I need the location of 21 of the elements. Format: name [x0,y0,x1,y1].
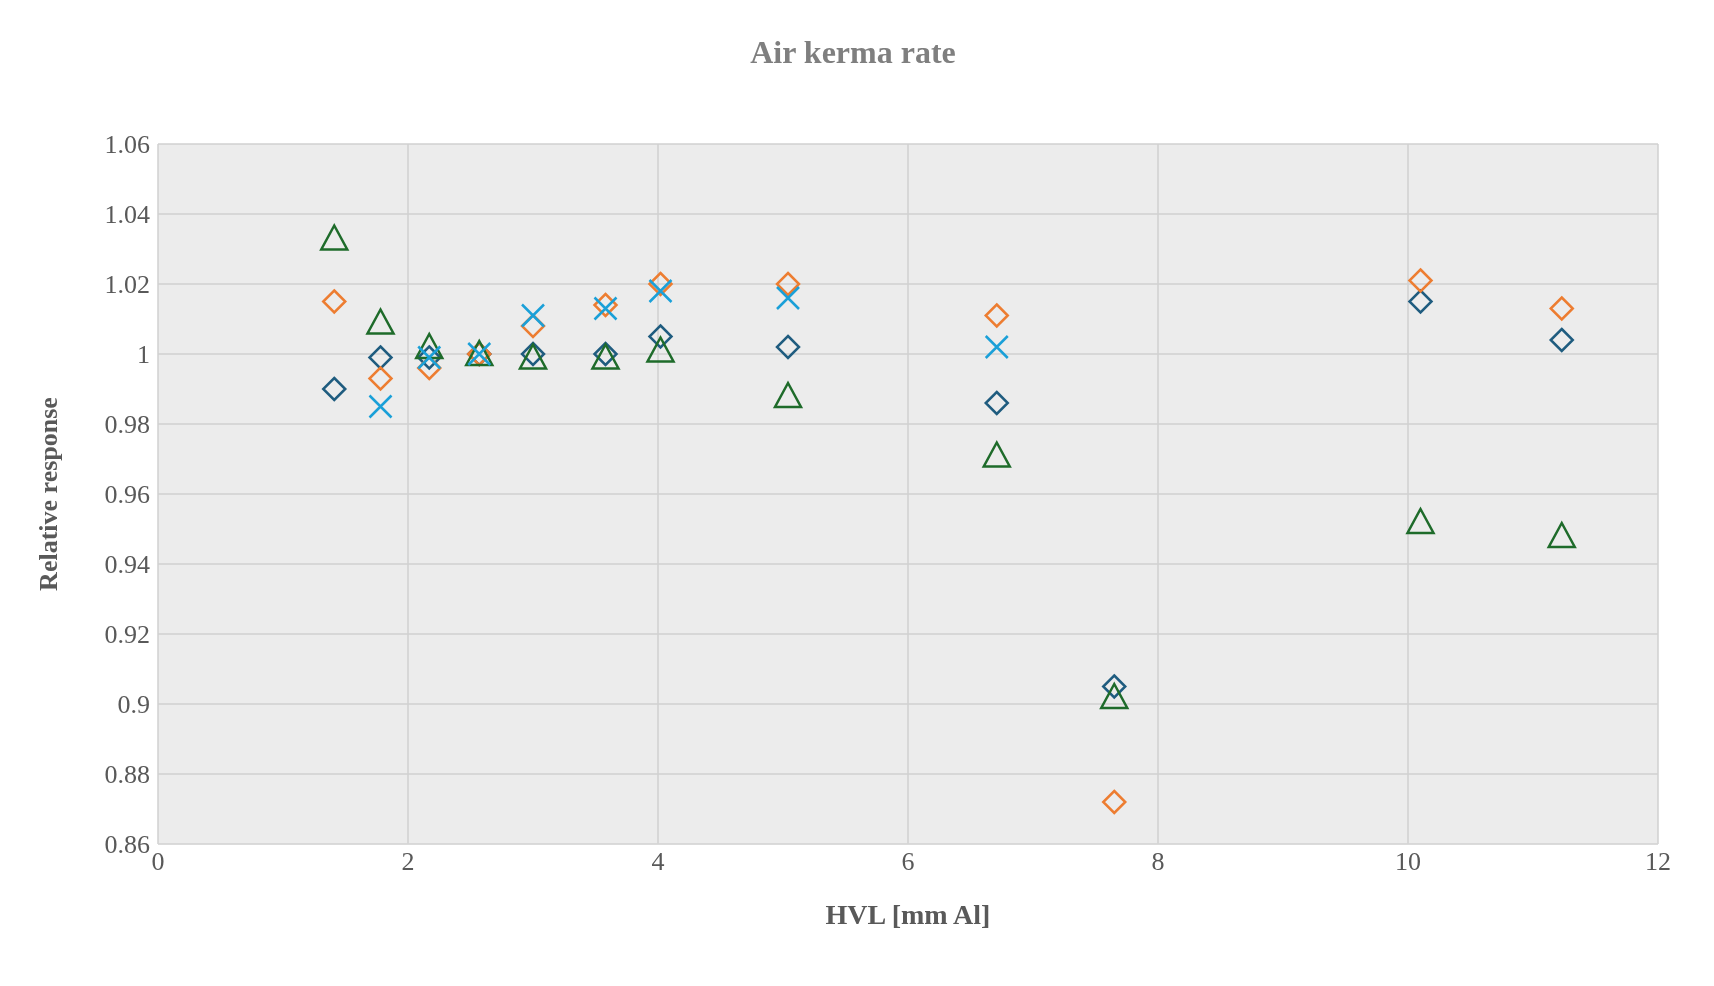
x-axis-title: HVL [mm Al] [825,899,991,930]
x-tick-label: 12 [1645,847,1671,877]
chart-title: Air kerma rate [749,33,957,72]
y-tick-label: 0.86 [104,830,150,860]
x-tick-label: 0 [151,847,165,877]
y-tick-label: 0.96 [104,480,150,510]
y-axis-title: Relative response [34,397,64,591]
x-tick-label: 2 [401,847,415,877]
x-tick-label: 6 [901,847,915,877]
y-tick-label: 0.94 [104,550,150,580]
y-tick-label: 1.04 [104,200,150,230]
x-tick-label: 8 [1151,847,1165,877]
y-tick-label: 1 [137,340,150,370]
y-tick-label: 1.02 [104,270,150,300]
x-tick-label: 10 [1395,847,1421,877]
y-tick-label: 0.92 [104,620,150,650]
y-tick-label: 0.88 [104,760,150,790]
x-tick-label: 4 [651,847,665,877]
y-tick-label: 0.9 [117,690,150,720]
y-tick-label: 0.98 [104,410,150,440]
y-tick-label: 1.06 [104,130,150,160]
